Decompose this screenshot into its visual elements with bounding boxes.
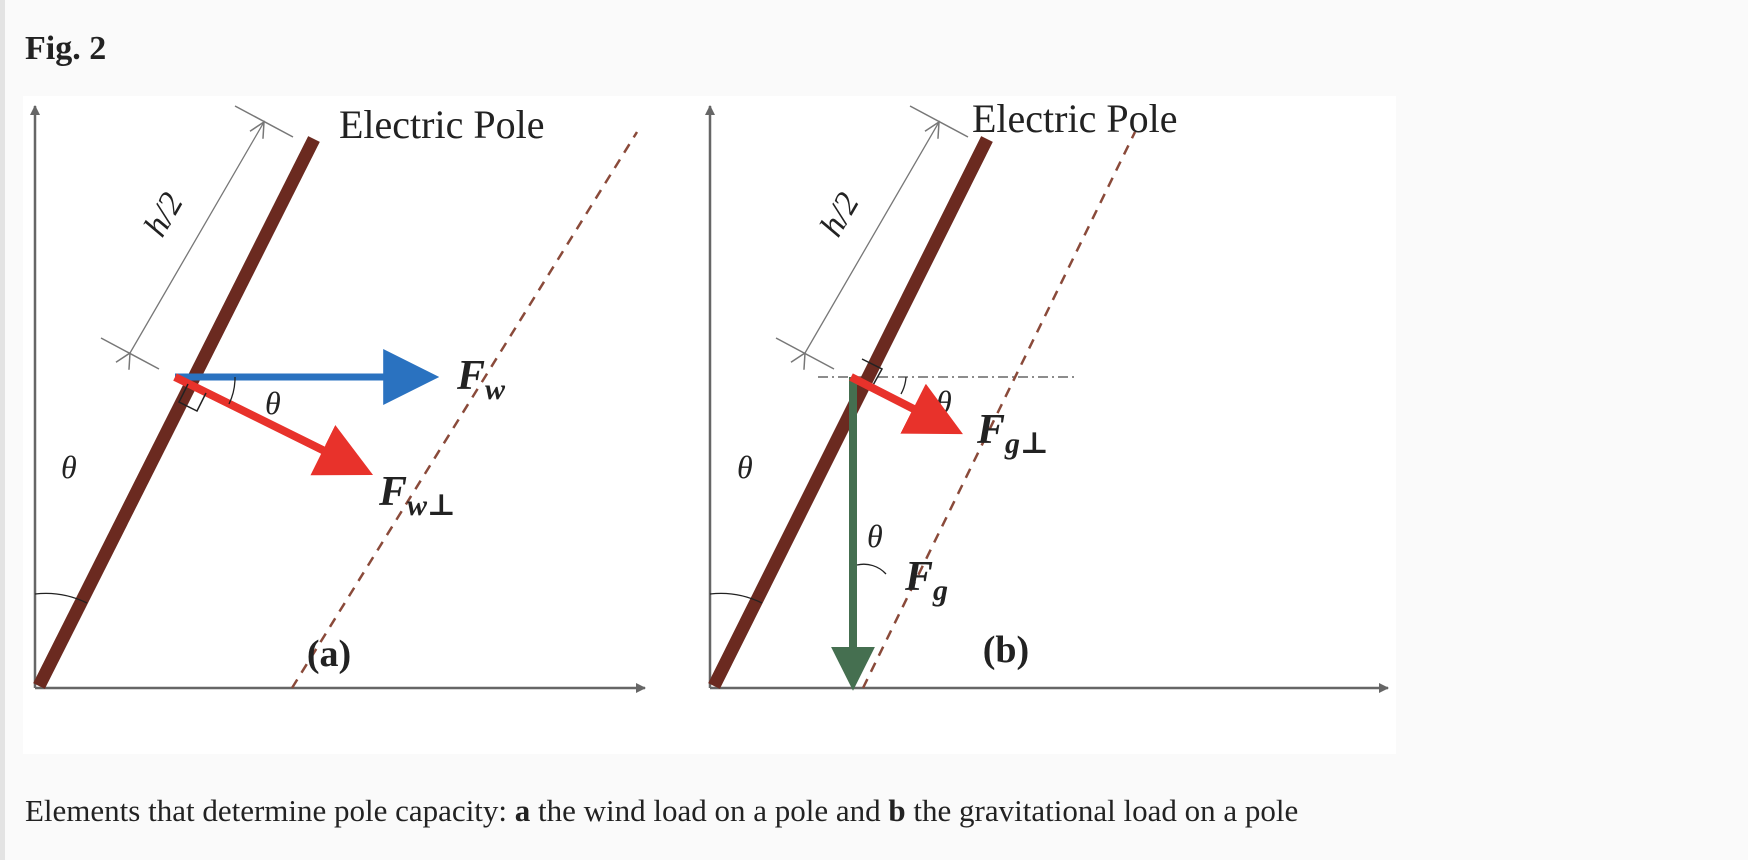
panel-a-theta-label: θ — [265, 385, 281, 421]
panel-b-right-angle-marker — [861, 358, 884, 388]
caption-b-marker: b — [888, 793, 906, 828]
page-left-rule — [0, 0, 5, 860]
panel-a-dimension-arrow — [130, 122, 264, 353]
panel-a-theta-arc — [228, 376, 236, 405]
panel-b-dimension-tick-top — [909, 105, 969, 138]
panel-b-base-angle-arc — [709, 592, 763, 604]
panel-b-dimension-tick-bottom — [775, 337, 835, 370]
panel-a-dashed-line — [290, 131, 639, 689]
panel-a-sublabel: (a) — [307, 633, 351, 675]
panel-a-wind-force-label: Fw — [456, 353, 506, 406]
panel-b-theta-label-top: θ — [936, 384, 952, 420]
caption-b-text: the gravitational load on a pole — [905, 793, 1299, 828]
panel-a-dimension-tick-bottom — [100, 337, 160, 370]
panel-a-perp-force-arrow — [173, 373, 374, 476]
panel-b-dimension-arrow — [805, 122, 939, 353]
panel-a-base-angle-label: θ — [61, 449, 77, 485]
panel-b-theta-arc-bottom — [856, 563, 887, 575]
panel-b-base-angle-label: θ — [737, 449, 753, 485]
force-diagram: h/2 Electric Pole θ θ Fw Fw⊥ (a) — [30, 96, 1389, 693]
panel-b-perp-force-arrow — [849, 373, 963, 435]
caption-a-marker: a — [514, 793, 531, 828]
panel-a-dimension-tick-top — [234, 105, 294, 138]
panel-a-pole — [33, 136, 320, 689]
figure-caption: Elements that determine pole capacity: a… — [25, 793, 1298, 829]
panel-b-theta-label-bottom: θ — [867, 518, 883, 554]
panel-a-base-angle-arc — [34, 592, 88, 604]
figure-image: h/2 Electric Pole θ θ Fw Fw⊥ (a) — [23, 96, 1396, 754]
panel-b-perp-force-label: Fg⊥ — [976, 407, 1049, 460]
panel-b-theta-arc-top — [900, 376, 907, 395]
panel-a-pole-label: Electric Pole — [339, 102, 544, 147]
panel-b-half-height-label: h/2 — [813, 187, 867, 243]
panel-b-dashed-line — [861, 131, 1137, 689]
caption-prefix: Elements that determine pole capacity: — [25, 793, 515, 828]
panel-b: h/2 Electric Pole θ θ θ Fg⊥ Fg (b) — [705, 96, 1389, 693]
panel-a-half-height-label: h/2 — [137, 187, 191, 243]
panel-a-right-angle-marker — [177, 383, 207, 413]
panel-b-gravity-force-label: Fg — [904, 554, 948, 607]
panel-b-pole-label: Electric Pole — [972, 96, 1177, 141]
panel-a: h/2 Electric Pole θ θ Fw Fw⊥ (a) — [30, 102, 646, 693]
panel-a-perp-force-label: Fw⊥ — [378, 469, 456, 522]
figure-label: Fig. 2 — [25, 30, 107, 67]
panel-b-sublabel: (b) — [983, 629, 1029, 671]
caption-a-text: the wind load on a pole and — [530, 793, 889, 828]
